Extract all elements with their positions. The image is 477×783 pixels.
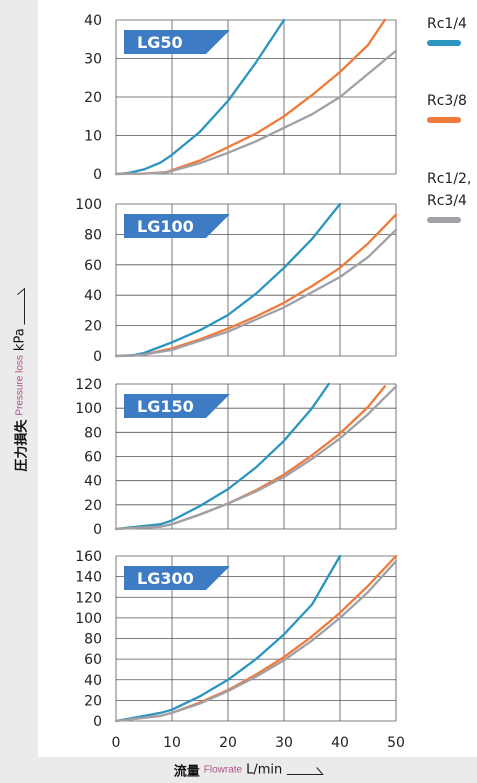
arrow-icon (16, 287, 25, 325)
model-badge (124, 214, 230, 238)
y-tick-label: 30 (84, 52, 102, 68)
model-badge-label: LG300 (137, 569, 194, 588)
y-tick-label: 0 (93, 714, 102, 730)
y-tick-label: 120 (75, 590, 102, 606)
series-line-rc1-4 (114, 382, 330, 531)
x-tick-label: 40 (331, 735, 349, 751)
y-tick-label: 160 (75, 549, 102, 565)
y-tick-label: 100 (75, 611, 102, 627)
chart-panel-lg50: 0 10 20 30 40 LG50 (84, 13, 398, 183)
y-tick-label: 60 (84, 258, 102, 274)
x-tick-label: 50 (387, 735, 405, 751)
series-line-rc1-2-rc3-4 (114, 560, 398, 723)
series-line-rc1-2-rc3-4 (114, 49, 398, 176)
y-tick-label: 0 (93, 522, 102, 538)
chart-panel-lg100: 0 20 40 60 80 100 LG100 (75, 197, 398, 365)
chart-panel-lg300: 0 20 40 60 80 100 120 140 160 LG300 (75, 549, 398, 730)
y-tick-label: 20 (84, 90, 102, 106)
y-tick-label: 80 (84, 632, 102, 648)
model-badge-label: LG150 (137, 397, 194, 416)
axis-label-band (0, 0, 38, 757)
series-line-rc1-4 (114, 18, 286, 176)
model-badge (124, 30, 230, 54)
arrow-icon (286, 766, 324, 775)
y-tick-label: 60 (84, 652, 102, 668)
legend-label: Rc1/2, (427, 171, 471, 187)
y-tick-label: 40 (84, 13, 102, 29)
y-tick-label: 0 (93, 349, 102, 365)
model-badge (124, 566, 230, 590)
axis-label-band (0, 757, 477, 783)
x-axis-label: 流量 Flowrate L/min (174, 761, 327, 780)
x-axis-label-en: Flowrate (203, 764, 243, 776)
y-tick-label: 40 (84, 673, 102, 689)
y-axis-label: 圧力損失 Pressure loss kPa (11, 284, 30, 472)
y-tick-label: 80 (84, 425, 102, 441)
model-badge-label: LG100 (137, 217, 194, 236)
chart-panel-lg150: 0 20 40 60 80 100 120 LG150 (75, 377, 398, 538)
y-tick-label: 100 (75, 197, 102, 213)
x-tick-label: 0 (112, 735, 121, 751)
series-line-rc1-4 (114, 554, 342, 723)
y-tick-label: 100 (75, 401, 102, 417)
model-badge (124, 394, 230, 418)
y-tick-label: 140 (75, 570, 102, 586)
y-tick-label: 60 (84, 450, 102, 466)
y-tick-label: 40 (84, 288, 102, 304)
y-tick-label: 40 (84, 474, 102, 490)
legend-label: Rc3/4 (427, 193, 467, 209)
x-axis-label-unit: L/min (246, 762, 283, 778)
y-tick-label: 120 (75, 377, 102, 393)
legend-item: Rc3/8 (427, 93, 467, 123)
y-tick-label: 20 (84, 693, 102, 709)
y-tick-label: 0 (93, 167, 102, 183)
series-line-rc1-2-rc3-4 (114, 385, 398, 531)
y-tick-label: 20 (84, 319, 102, 335)
x-tick-label: 20 (219, 735, 237, 751)
y-tick-label: 80 (84, 227, 102, 243)
model-badge-label: LG50 (137, 33, 183, 52)
legend-item: Rc1/2, Rc3/4 (427, 171, 471, 223)
x-tick-label: 30 (275, 735, 293, 751)
series-line-rc1-2-rc3-4 (114, 228, 398, 358)
legend-item: Rc1/4 (427, 16, 467, 46)
legend-label: Rc3/8 (427, 93, 467, 109)
y-tick-label: 20 (84, 498, 102, 514)
legend-label: Rc1/4 (427, 16, 467, 32)
x-axis-label-cn: 流量 (173, 764, 200, 780)
x-tick-label: 10 (163, 735, 181, 751)
y-tick-label: 10 (84, 129, 102, 145)
